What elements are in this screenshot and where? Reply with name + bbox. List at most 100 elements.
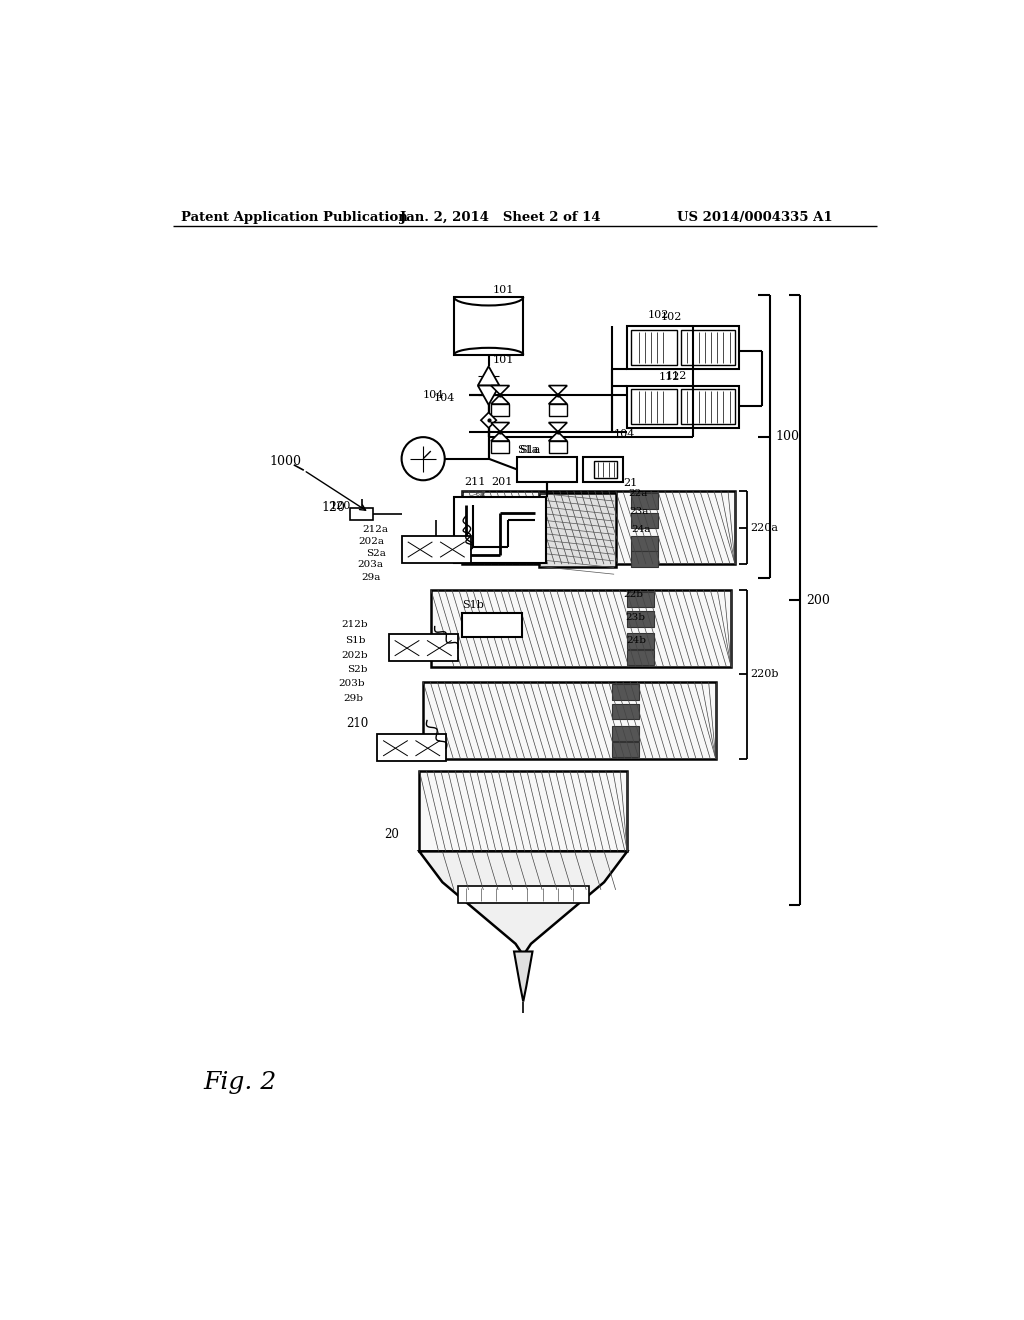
Bar — [594, 461, 617, 478]
Bar — [631, 330, 677, 364]
Text: 210: 210 — [346, 717, 369, 730]
Bar — [681, 389, 735, 424]
Text: 112: 112 — [658, 372, 680, 381]
Bar — [419, 771, 628, 851]
Text: S2b: S2b — [347, 665, 368, 675]
Polygon shape — [481, 412, 497, 428]
Bar — [423, 682, 716, 759]
Text: 20: 20 — [385, 829, 399, 841]
Text: S1b: S1b — [462, 601, 483, 610]
Text: Jan. 2, 2014   Sheet 2 of 14: Jan. 2, 2014 Sheet 2 of 14 — [400, 211, 601, 224]
Text: 212b: 212b — [341, 620, 368, 630]
Text: 22b: 22b — [624, 590, 643, 598]
Bar — [631, 552, 658, 566]
Text: 102: 102 — [660, 312, 682, 322]
Bar — [413, 738, 442, 758]
Bar — [490, 441, 509, 453]
Text: 104: 104 — [613, 429, 635, 440]
Polygon shape — [419, 851, 628, 956]
Bar — [388, 635, 458, 661]
Bar — [350, 508, 373, 520]
Bar — [628, 611, 654, 627]
Bar — [549, 404, 567, 416]
Bar — [490, 404, 509, 416]
Text: 24a: 24a — [631, 525, 650, 533]
Polygon shape — [549, 385, 567, 395]
Text: 203b: 203b — [339, 678, 366, 688]
Bar — [462, 612, 521, 638]
Polygon shape — [549, 395, 567, 404]
Text: 201: 201 — [490, 478, 512, 487]
Polygon shape — [549, 422, 567, 432]
Text: 212a: 212a — [362, 525, 388, 533]
Bar — [401, 536, 471, 562]
Text: 202a: 202a — [358, 537, 385, 546]
Bar — [406, 540, 435, 558]
Bar — [549, 441, 567, 453]
Polygon shape — [490, 385, 509, 395]
Text: S1b: S1b — [345, 636, 366, 644]
Bar — [425, 638, 454, 657]
Polygon shape — [514, 952, 532, 1002]
Bar — [628, 591, 654, 607]
Text: 101: 101 — [493, 285, 514, 296]
Bar — [631, 536, 658, 552]
Bar — [431, 590, 731, 667]
Bar — [611, 726, 639, 742]
Polygon shape — [490, 432, 509, 441]
Bar — [377, 734, 446, 762]
Text: 24b: 24b — [627, 636, 646, 644]
Polygon shape — [549, 432, 567, 441]
Polygon shape — [490, 395, 509, 404]
Text: 202b: 202b — [341, 651, 368, 660]
Bar — [681, 330, 735, 364]
Text: 23a: 23a — [630, 507, 649, 516]
Text: S1a: S1a — [518, 445, 540, 455]
Text: Fig. 2: Fig. 2 — [204, 1071, 276, 1094]
Text: 23b: 23b — [625, 612, 645, 622]
Bar — [628, 649, 654, 665]
Text: 101: 101 — [493, 355, 514, 364]
Text: Patent Application Publication: Patent Application Publication — [180, 211, 408, 224]
Text: 220b: 220b — [751, 669, 779, 680]
Bar — [631, 494, 658, 508]
Bar — [584, 457, 624, 482]
Polygon shape — [478, 385, 500, 405]
Text: 100: 100 — [776, 430, 800, 444]
Bar — [462, 491, 735, 564]
Text: 104: 104 — [423, 391, 444, 400]
Bar — [628, 326, 739, 368]
Text: 200: 200 — [807, 594, 830, 607]
Text: 21: 21 — [624, 478, 638, 488]
Text: 104: 104 — [434, 393, 456, 403]
Text: 203a: 203a — [357, 560, 383, 569]
Text: 102: 102 — [647, 310, 669, 321]
Text: 112: 112 — [666, 371, 687, 381]
Text: S2a: S2a — [367, 549, 386, 558]
Bar — [628, 634, 654, 649]
Bar — [611, 704, 639, 719]
Text: 120: 120 — [330, 502, 350, 511]
Bar — [438, 540, 467, 558]
Bar — [539, 494, 615, 566]
Text: 29a: 29a — [361, 573, 381, 582]
Bar — [611, 742, 639, 758]
Text: 211: 211 — [464, 478, 485, 487]
Text: US 2014/0004335 A1: US 2014/0004335 A1 — [677, 211, 833, 224]
Bar — [517, 457, 578, 482]
Text: 220a: 220a — [751, 523, 778, 532]
Bar — [454, 498, 547, 562]
Text: 120: 120 — [322, 502, 345, 513]
Bar — [458, 886, 589, 903]
Text: 29b: 29b — [343, 693, 364, 702]
Bar — [631, 389, 677, 424]
Text: 1000: 1000 — [269, 455, 301, 467]
Bar — [628, 385, 739, 428]
Bar — [392, 638, 422, 657]
Bar — [631, 512, 658, 528]
Bar — [611, 684, 639, 700]
Bar — [454, 297, 523, 355]
Bar — [381, 738, 410, 758]
Text: S1a: S1a — [517, 445, 539, 455]
Polygon shape — [478, 367, 500, 385]
